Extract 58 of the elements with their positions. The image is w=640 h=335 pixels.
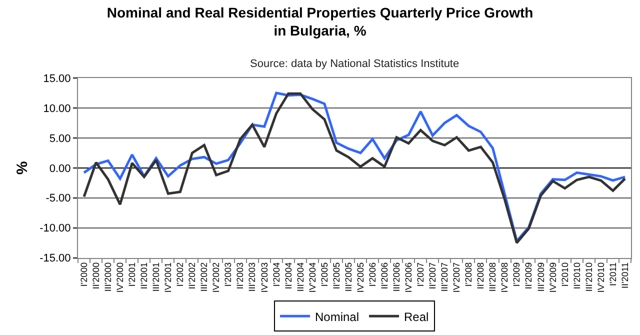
x-tick-label: I'2001 [127,262,138,287]
y-axis-title: % [14,161,31,175]
y-tick-label: 5.00 [49,132,71,145]
x-tick-label: IV'2003 [259,262,270,293]
x-tick-label: I'2006 [367,262,378,287]
x-tick-label: II'2010 [572,262,582,290]
y-tick-label: -15.00 [40,252,71,265]
x-tick-label: III'2003 [247,262,258,292]
x-tick-label: I'2008 [464,262,474,287]
x-tick-label: IV'2010 [596,262,606,293]
x-tick-label: II'2008 [476,262,486,290]
x-tick-label: IV'2006 [404,262,414,293]
x-tick-label: III'2007 [440,262,450,292]
x-tick-label: III'2004 [295,262,306,292]
x-tick-label: II'2007 [428,262,438,290]
source-note: Source: data by National Statistics Institute [250,58,460,70]
x-tick-label: I'2002 [175,262,186,287]
x-tick-label: IV'2007 [452,262,462,293]
chart-title: Nominal and Real Residential Properties Quarterly Price Growth in Bulgaria, % [106,4,534,39]
x-tick-label: IV'2000 [115,262,126,293]
y-tick-label: -10.00 [40,222,71,235]
x-tick-label: I'2011 [608,262,618,286]
x-tick-label: I'2009 [512,262,522,287]
x-tick-label: IV'2005 [355,262,366,293]
x-tick-label: III'2009 [536,262,546,292]
x-tick-label: I'2000 [78,262,89,287]
x-tick-label: II'2003 [235,262,246,290]
x-tick-label: IV'2002 [211,262,222,293]
x-tick-label: I'2010 [560,262,570,287]
legend-label: Nominal [315,310,360,324]
x-tick-label: II'2000 [90,262,101,290]
x-tick-label: III'2006 [392,262,402,292]
x-tick-label: III'2001 [151,262,162,292]
x-tick-label: I'2007 [416,262,426,287]
x-tick-label: I'2004 [271,262,282,287]
x-tick-label: II'2004 [283,262,294,290]
x-tick-label: III'2010 [584,262,594,292]
y-tick-label: 10.00 [43,102,71,115]
x-tick-label: IV'2009 [548,262,558,293]
y-tick-label: -5.00 [46,192,71,205]
x-tick-label: III'2005 [343,262,354,292]
x-tick-label: II'2006 [379,262,390,290]
x-tick-label: III'2000 [102,262,113,292]
x-tick-label: II'2002 [187,262,198,290]
x-tick-label: I'2003 [223,262,234,287]
x-tick-label: I'2005 [319,262,330,287]
x-tick-label: III'2008 [488,262,498,292]
x-tick-label: IV'2008 [500,262,510,293]
legend-label: Real [404,310,429,324]
y-tick-label: 0.00 [49,162,71,175]
x-tick-label: II'2005 [331,262,342,290]
y-tick-label: 15.00 [43,72,71,85]
x-tick-label: II'2001 [139,262,150,290]
x-tick-label: II'2011 [620,262,630,288]
x-tick-label: IV'2001 [163,262,174,293]
x-tick-label: III'2002 [199,262,210,292]
x-tick-label: II'2009 [524,262,534,290]
x-tick-label: IV'2004 [307,262,318,293]
